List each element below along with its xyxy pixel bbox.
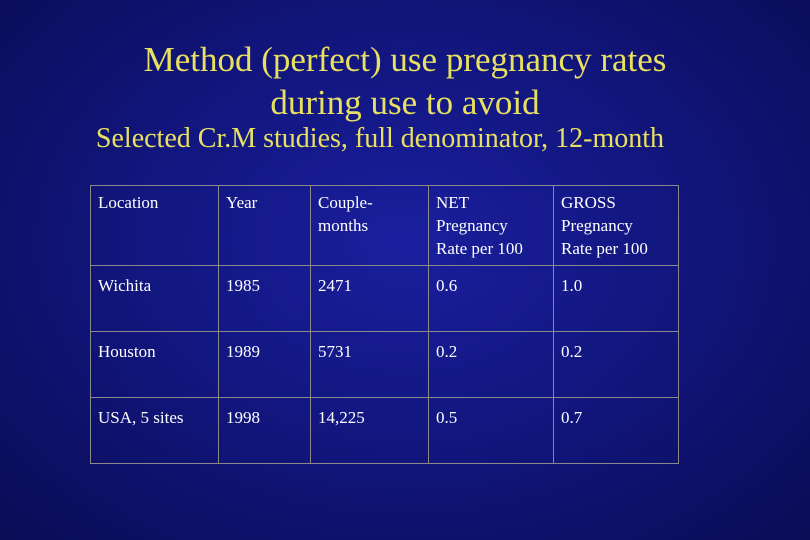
cell-gross-rate: 0.7 bbox=[553, 397, 679, 464]
header-gross-line-3: Rate per 100 bbox=[561, 239, 648, 258]
cell-year: 1998 bbox=[218, 397, 311, 464]
cell-year: 1989 bbox=[218, 331, 311, 398]
cell-location: Houston bbox=[90, 331, 219, 398]
slide-title-line-1: Method (perfect) use pregnancy rates bbox=[143, 40, 667, 79]
header-couple-months: Couple-months bbox=[310, 185, 429, 266]
cell-couple-months: 2471 bbox=[310, 265, 429, 332]
cell-location: USA, 5 sites bbox=[90, 397, 219, 464]
cell-net-rate: 0.5 bbox=[428, 397, 554, 464]
cell-net-rate: 0.2 bbox=[428, 331, 554, 398]
cell-couple-months: 5731 bbox=[310, 331, 429, 398]
header-gross-line-1: GROSS bbox=[561, 193, 616, 212]
cell-gross-rate: 1.0 bbox=[553, 265, 679, 332]
header-year: Year bbox=[218, 185, 311, 266]
header-gross-rate: GROSS Pregnancy Rate per 100 bbox=[553, 185, 679, 266]
cell-location: Wichita bbox=[90, 265, 219, 332]
table-header-row: Location Year Couple-months NET Pregnanc… bbox=[90, 185, 679, 266]
slide-title-line-2: during use to avoid bbox=[270, 83, 540, 122]
table-row: Houston 1989 5731 0.2 0.2 bbox=[90, 331, 679, 398]
header-location: Location bbox=[90, 185, 219, 266]
slide-subtitle: Selected Cr.M studies, full denominator,… bbox=[0, 122, 760, 156]
cell-net-rate: 0.6 bbox=[428, 265, 554, 332]
subtitle-text: Selected Cr.M studies, full denominator,… bbox=[95, 123, 665, 154]
table-row: USA, 5 sites 1998 14,225 0.5 0.7 bbox=[90, 397, 679, 464]
header-net-line-1: NET bbox=[436, 193, 470, 212]
cell-gross-rate: 0.2 bbox=[553, 331, 679, 398]
pregnancy-rates-table: Location Year Couple-months NET Pregnanc… bbox=[90, 185, 679, 464]
cell-year: 1985 bbox=[218, 265, 311, 332]
cell-couple-months: 14,225 bbox=[310, 397, 429, 464]
header-gross-line-2: Pregnancy bbox=[561, 216, 633, 235]
header-net-line-3: Rate per 100 bbox=[436, 239, 523, 258]
table-row: Wichita 1985 2471 0.6 1.0 bbox=[90, 265, 679, 332]
header-net-line-2: Pregnancy bbox=[436, 216, 508, 235]
header-net-rate: NET Pregnancy Rate per 100 bbox=[428, 185, 554, 266]
